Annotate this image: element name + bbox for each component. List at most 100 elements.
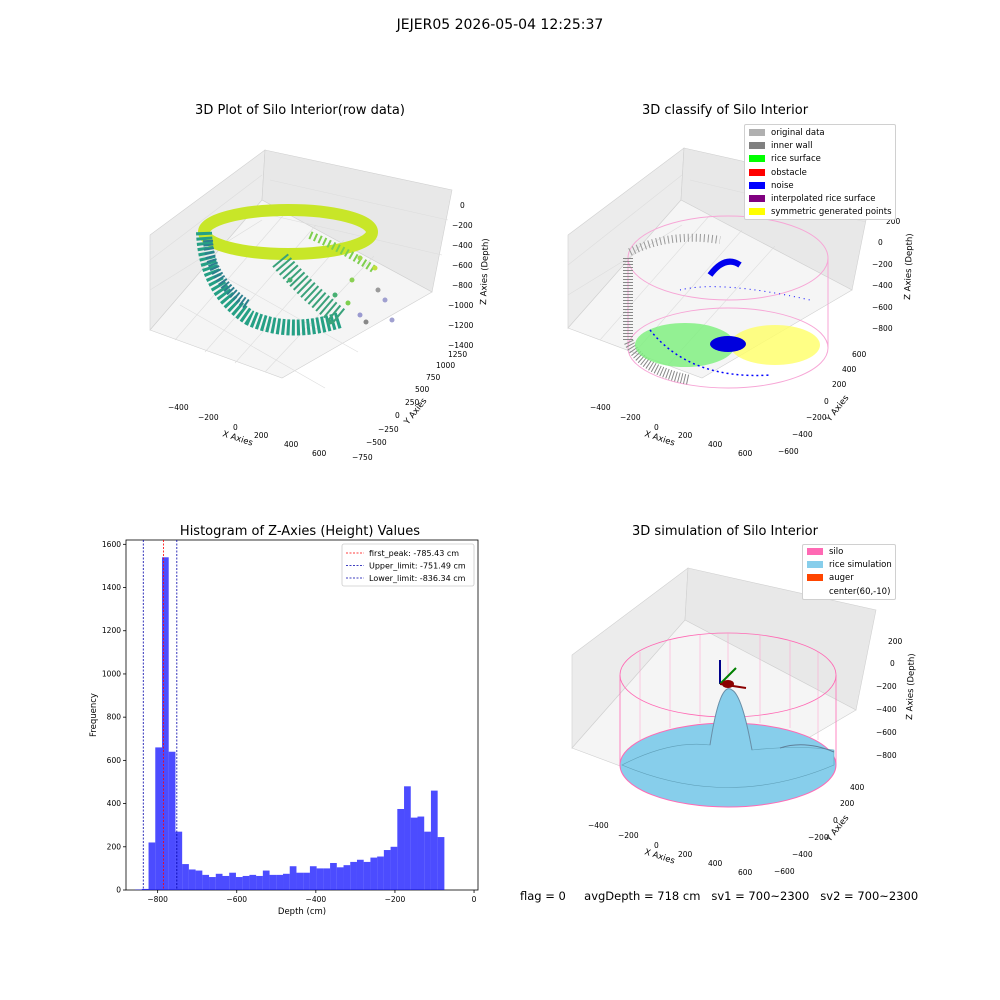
simulation-ztick: 0	[890, 659, 895, 668]
simulation-ytick: 0	[833, 816, 838, 825]
legend-item: auger	[807, 572, 892, 585]
simulation-xtick: 200	[678, 850, 693, 859]
classify-ztick: 200	[886, 217, 901, 226]
raw-zlabel: Z Axies (Depth)	[479, 238, 491, 305]
raw-ticks: −400 −200 0 200 400 600 −750 −500 −250 0…	[168, 201, 474, 462]
classify-xtick: 400	[708, 440, 723, 449]
raw-xtick: 200	[254, 431, 269, 440]
histogram-bar	[175, 831, 183, 890]
histogram-ytick-label: 1400	[102, 583, 121, 592]
raw-ztick: −200	[452, 221, 473, 230]
raw-ytick: 250	[405, 398, 420, 407]
classify-legend: original data inner wall rice surface ob…	[744, 124, 896, 220]
histogram-bar	[229, 872, 236, 890]
histogram-xtick-label: −400	[306, 895, 327, 904]
simulation-ytick: −200	[808, 833, 829, 842]
status-sv1: sv1 = 700~2300	[711, 889, 810, 903]
raw-xtick: 400	[284, 440, 299, 449]
histogram-ytick-label: 1000	[102, 669, 121, 678]
histogram-xtick-label: −600	[226, 895, 247, 904]
histogram-bar	[343, 865, 351, 890]
histogram-legend: first_peak: -785.43 cm Upper_limit: -751…	[341, 543, 475, 587]
legend-item: original data	[749, 127, 892, 140]
histogram-bar	[323, 868, 331, 890]
classify-ytick: −600	[778, 447, 799, 456]
histogram-bar	[363, 861, 371, 890]
legend-item: noise	[749, 180, 892, 193]
histogram-bar	[283, 873, 290, 890]
raw-ztick: 0	[460, 201, 465, 210]
raw-ytick: 0	[395, 411, 400, 420]
histogram-xlabel: Depth (cm)	[278, 907, 326, 917]
legend-label-first-peak: first_peak: -785.43 cm	[369, 549, 459, 558]
legend-item: silo	[807, 546, 892, 559]
simulation-auger	[719, 660, 747, 689]
histogram-bar	[155, 747, 162, 890]
histogram-bar	[437, 837, 445, 890]
histogram-bar	[262, 870, 270, 890]
raw-ytick: −500	[366, 438, 387, 447]
classify-ytick: 400	[842, 365, 857, 374]
histogram-ytick-label: 1600	[102, 540, 121, 549]
histogram-bar	[209, 877, 216, 890]
histogram-bar	[269, 874, 277, 890]
status-avg-depth: avgDepth = 718 cm	[584, 889, 701, 903]
simulation-xtick: 600	[738, 868, 753, 877]
raw-ytick: 1000	[436, 361, 455, 370]
histogram-bar	[188, 869, 196, 890]
raw-ztick: −1200	[448, 321, 474, 330]
histogram-ytick-label: 400	[107, 799, 122, 808]
classify-ytick: −200	[806, 413, 827, 422]
histogram-bar	[242, 875, 250, 890]
histogram-bar	[390, 846, 398, 890]
simulation-xtick: 0	[654, 841, 659, 850]
simulation-rice-surface	[621, 688, 835, 788]
histogram-bar	[404, 786, 411, 890]
histogram-chart: −800 −600 −400 −200 0 0 200 400 600 800 1000 1200 1…	[89, 539, 479, 917]
simulation-ztick: 200	[888, 637, 903, 646]
raw-ztick: −400	[452, 241, 473, 250]
simulation-xlabel: X Axies	[643, 847, 676, 866]
raw-xtick: 0	[233, 423, 238, 432]
classify-ztick: −200	[872, 260, 893, 269]
histogram-bar	[276, 874, 284, 890]
classify-xlabel: X Axies	[643, 429, 676, 448]
histogram-bar	[249, 874, 257, 890]
histogram-bar	[430, 790, 438, 890]
status-flag: flag = 0	[520, 889, 566, 903]
histogram-bar	[377, 856, 384, 890]
legend-item: rice surface	[749, 153, 892, 166]
classify-xtick: 0	[654, 423, 659, 432]
classify-ytick: 600	[852, 350, 867, 359]
classify-zlabel: Z Axies (Depth)	[903, 233, 915, 300]
raw-xlabel: X Axies	[221, 429, 254, 448]
histogram-bar	[235, 877, 243, 890]
histogram-xtick-label: 0	[472, 895, 477, 904]
histogram-bar	[417, 816, 425, 890]
raw-axes-box	[149, 149, 453, 389]
raw-ytick: 1250	[448, 350, 467, 359]
simulation-zlabel: Z Axies (Depth)	[905, 653, 917, 720]
histogram-bar	[350, 861, 357, 890]
histogram-ytick-label: 1200	[102, 626, 121, 635]
classify-xtick: −400	[590, 403, 611, 412]
histogram-bar	[168, 751, 176, 890]
classify-point-cloud	[623, 215, 829, 389]
classify-xtick: 200	[678, 431, 693, 440]
simulation-ztick: −200	[876, 682, 897, 691]
status-line: flag = 0 avgDepth = 718 cm sv1 = 700~230…	[520, 889, 918, 903]
simulation-ytick: 200	[840, 799, 855, 808]
histogram-bar	[410, 817, 418, 890]
classify-xtick: 600	[738, 449, 753, 458]
classify-xtick: −200	[620, 413, 641, 422]
classify-ytick: 200	[832, 380, 847, 389]
simulation-ytick: −600	[774, 867, 795, 876]
status-sv2: sv2 = 700~2300	[820, 889, 919, 903]
raw-xtick: 600	[312, 449, 327, 458]
legend-label-upper-limit: Upper_limit: -751.49 cm	[369, 562, 466, 571]
raw-ztick: −800	[452, 281, 473, 290]
raw-ytick: −750	[352, 453, 373, 462]
raw-ytick: 750	[426, 373, 441, 382]
histogram-bar	[256, 875, 263, 890]
classify-plot-title: 3D classify of Silo Interior	[641, 103, 809, 118]
